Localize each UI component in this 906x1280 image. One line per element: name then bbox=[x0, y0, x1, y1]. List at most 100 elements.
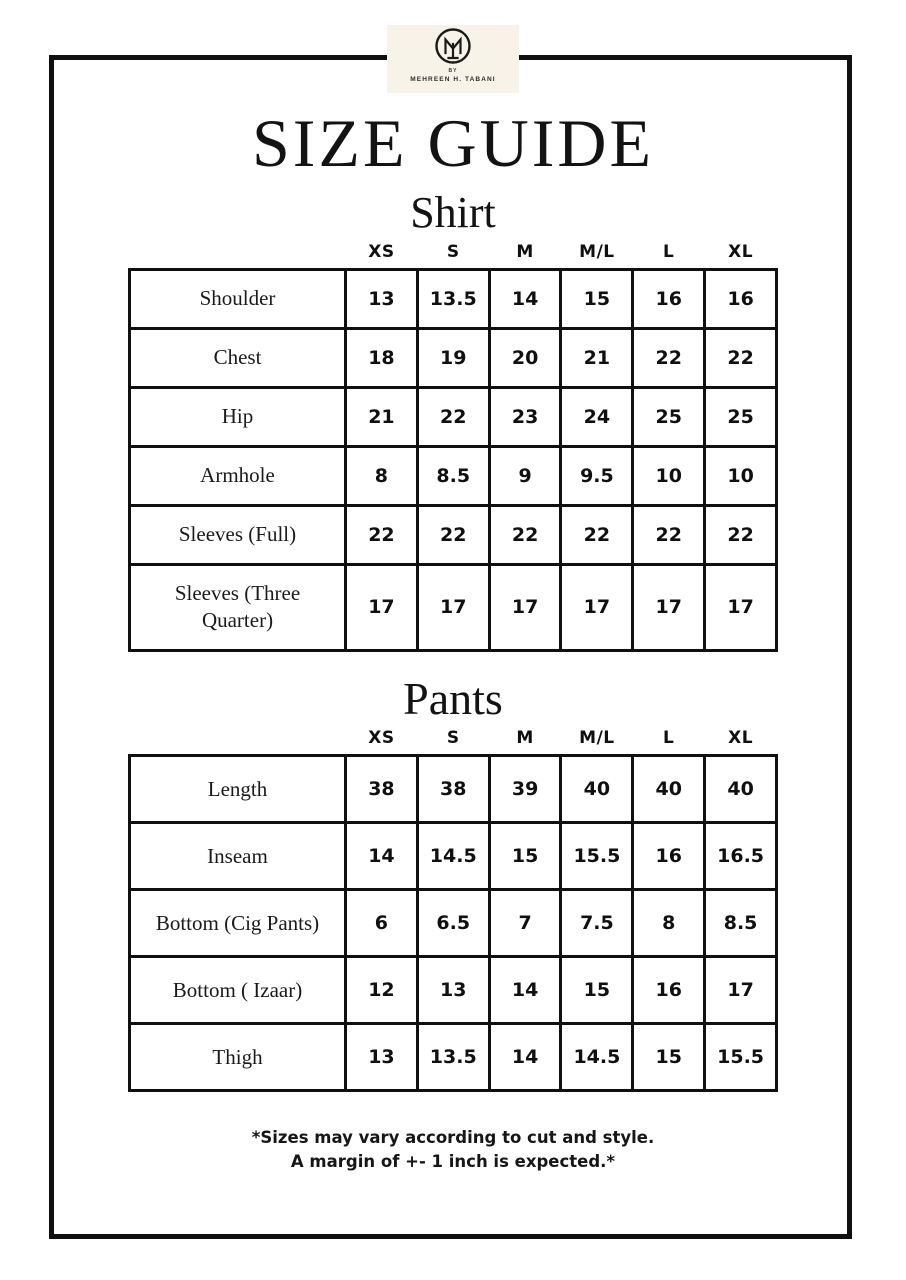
size-column-header: M/L bbox=[579, 728, 615, 749]
measurement-row: Armhole 8 8.5 9 9.5 10 10 bbox=[128, 444, 778, 507]
size-value-cell: 22 bbox=[415, 385, 491, 448]
size-value-cell: 7.5 bbox=[559, 888, 635, 959]
row-label: Shoulder bbox=[128, 267, 347, 330]
size-value-cell: 17 bbox=[415, 562, 491, 652]
measurement-row: Bottom (Cig Pants) 6 6.5 7 7.5 8 8.5 bbox=[128, 888, 778, 959]
footnote-line1: *Sizes may vary according to cut and sty… bbox=[251, 1128, 655, 1148]
footnote-line2: A margin of +- 1 inch is expected.* bbox=[290, 1152, 616, 1172]
size-value-cell: 17 bbox=[344, 562, 419, 652]
size-value-cell: 13 bbox=[344, 1022, 419, 1093]
size-value-cell: 22 bbox=[415, 503, 491, 566]
size-value-cell: 15 bbox=[487, 821, 563, 892]
size-column-header: XS bbox=[368, 241, 395, 262]
page-title: SIZE GUIDE bbox=[251, 105, 655, 181]
size-value-cell: 8 bbox=[344, 444, 419, 507]
size-value-cell: 14 bbox=[344, 821, 419, 892]
measurement-row: Shoulder 13 13.5 14 15 16 16 bbox=[128, 267, 778, 330]
size-value-cell: 16 bbox=[631, 267, 707, 330]
size-value-cell: 7 bbox=[487, 888, 563, 959]
size-value-cell: 9 bbox=[487, 444, 563, 507]
row-label: Bottom ( Izaar) bbox=[128, 955, 347, 1026]
row-label: Thigh bbox=[128, 1022, 347, 1093]
size-column-header: M/L bbox=[579, 241, 615, 262]
mt-monogram-icon bbox=[435, 28, 471, 64]
measurement-row: Hip 21 22 23 24 25 25 bbox=[128, 385, 778, 448]
size-value-cell: 13.5 bbox=[415, 1022, 491, 1093]
footnote: *Sizes may vary according to cut and sty… bbox=[0, 1126, 906, 1174]
size-value-cell: 14.5 bbox=[415, 821, 491, 892]
brand-logo: BY MEHREEN H. TABANI bbox=[387, 25, 519, 93]
size-column-header: XS bbox=[368, 728, 395, 749]
size-value-cell: 40 bbox=[559, 754, 635, 825]
size-value-cell: 9.5 bbox=[559, 444, 635, 507]
size-value-cell: 22 bbox=[487, 503, 563, 566]
size-value-cell: 22 bbox=[703, 503, 778, 566]
row-label: Length bbox=[128, 754, 347, 825]
size-value-cell: 8.5 bbox=[703, 888, 778, 959]
size-value-cell: 14 bbox=[487, 955, 563, 1026]
size-value-cell: 15 bbox=[631, 1022, 707, 1093]
size-value-cell: 13.5 bbox=[415, 267, 491, 330]
size-header-row: XS S M M/L L XL bbox=[130, 238, 777, 270]
size-value-cell: 15.5 bbox=[559, 821, 635, 892]
header-spacer bbox=[130, 238, 346, 270]
measurement-row: Thigh 13 13.5 14 14.5 15 15.5 bbox=[128, 1022, 778, 1093]
size-value-cell: 8 bbox=[631, 888, 707, 959]
size-value-cell: 40 bbox=[631, 754, 707, 825]
size-value-cell: 22 bbox=[703, 326, 778, 389]
size-value-cell: 22 bbox=[631, 326, 707, 389]
header-spacer bbox=[130, 724, 346, 756]
size-value-cell: 38 bbox=[344, 754, 419, 825]
size-value-cell: 20 bbox=[487, 326, 563, 389]
row-label: Armhole bbox=[128, 444, 347, 507]
size-value-cell: 6 bbox=[344, 888, 419, 959]
size-value-cell: 21 bbox=[344, 385, 419, 448]
measurement-row: Length 38 38 39 40 40 40 bbox=[128, 754, 778, 825]
size-value-cell: 14 bbox=[487, 267, 563, 330]
size-value-cell: 14.5 bbox=[559, 1022, 635, 1093]
size-value-cell: 15 bbox=[559, 955, 635, 1026]
measurement-row: Inseam 14 14.5 15 15.5 16 16.5 bbox=[128, 821, 778, 892]
measurement-row: Sleeves (Full) 22 22 22 22 22 22 bbox=[128, 503, 778, 566]
size-value-cell: 13 bbox=[344, 267, 419, 330]
size-value-cell: 18 bbox=[344, 326, 419, 389]
size-column-header: XL bbox=[728, 241, 754, 262]
size-value-cell: 8.5 bbox=[415, 444, 491, 507]
size-value-cell: 17 bbox=[703, 562, 778, 652]
size-column-header: L bbox=[663, 241, 675, 262]
row-label: Sleeves (Three Quarter) bbox=[128, 562, 347, 652]
size-value-cell: 14 bbox=[487, 1022, 563, 1093]
size-value-cell: 17 bbox=[487, 562, 563, 652]
size-column-header: S bbox=[446, 241, 460, 262]
brand-name: MEHREEN H. TABANI bbox=[410, 76, 496, 83]
size-value-cell: 19 bbox=[415, 326, 491, 389]
size-value-cell: 16 bbox=[703, 267, 778, 330]
size-value-cell: 10 bbox=[703, 444, 778, 507]
size-value-cell: 25 bbox=[631, 385, 707, 448]
size-value-cell: 22 bbox=[344, 503, 419, 566]
size-value-cell: 16.5 bbox=[703, 821, 778, 892]
size-column-header: M bbox=[516, 728, 534, 749]
size-value-cell: 17 bbox=[631, 562, 707, 652]
size-column-header: XL bbox=[728, 728, 754, 749]
size-value-cell: 12 bbox=[344, 955, 419, 1026]
size-value-cell: 13 bbox=[415, 955, 491, 1026]
size-value-cell: 17 bbox=[703, 955, 778, 1026]
row-label: Bottom (Cig Pants) bbox=[128, 888, 347, 959]
row-label: Sleeves (Full) bbox=[128, 503, 347, 566]
shirt-size-table: XS S M M/L L XL Shoulder 13 13.5 14 15 16 16 Chest 18… bbox=[128, 238, 778, 652]
size-column-header: L bbox=[663, 728, 675, 749]
size-value-cell: 10 bbox=[631, 444, 707, 507]
measurement-row: Chest 18 19 20 21 22 22 bbox=[128, 326, 778, 389]
size-column-header: S bbox=[446, 728, 460, 749]
size-value-cell: 21 bbox=[559, 326, 635, 389]
measurement-row: Sleeves (Three Quarter) 17 17 17 17 17 17 bbox=[128, 562, 778, 652]
measurement-row: Bottom ( Izaar) 12 13 14 15 16 17 bbox=[128, 955, 778, 1026]
size-value-cell: 16 bbox=[631, 821, 707, 892]
row-label: Inseam bbox=[128, 821, 347, 892]
size-value-cell: 25 bbox=[703, 385, 778, 448]
size-column-header: M bbox=[516, 241, 534, 262]
size-value-cell: 17 bbox=[559, 562, 635, 652]
size-value-cell: 15 bbox=[559, 267, 635, 330]
